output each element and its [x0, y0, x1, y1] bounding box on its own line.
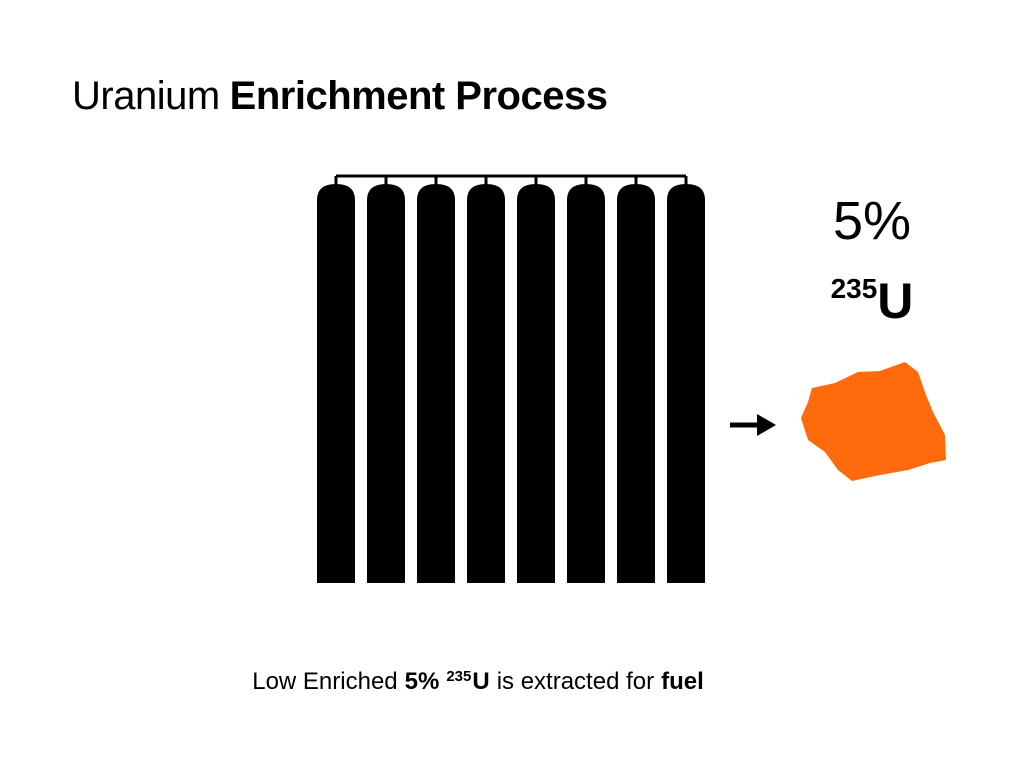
centrifuge	[617, 184, 655, 583]
title-bold: Enrichment Process	[229, 74, 608, 118]
centrifuge	[667, 184, 705, 583]
caption: Low Enriched 5% 235U is extracted for fuel	[0, 668, 956, 696]
caption-lead: Low Enriched	[252, 668, 398, 695]
centrifuge	[417, 184, 455, 583]
isotope-symbol: U	[877, 273, 914, 329]
arrow	[730, 414, 776, 436]
centrifuge	[467, 184, 505, 583]
isotope-label: 235U	[772, 272, 972, 330]
percent-label: 5%	[832, 191, 912, 251]
uranium-fuel-rock	[801, 362, 946, 481]
isotope-mass: 235	[830, 273, 878, 304]
centrifuge	[317, 184, 355, 583]
caption-percent: 5%	[404, 668, 440, 695]
caption-isotope-mass: 235	[446, 668, 472, 685]
title-regular: Uranium	[72, 74, 220, 118]
caption-middle: is extracted for	[496, 668, 655, 695]
title: Uranium Enrichment Process	[72, 74, 608, 119]
centrifuge-cascade	[317, 174, 705, 583]
caption-end: fuel	[661, 668, 704, 695]
centrifuge	[517, 184, 555, 583]
centrifuge	[367, 184, 405, 583]
caption-isotope-symbol: U	[472, 668, 490, 695]
centrifuge	[567, 184, 605, 583]
